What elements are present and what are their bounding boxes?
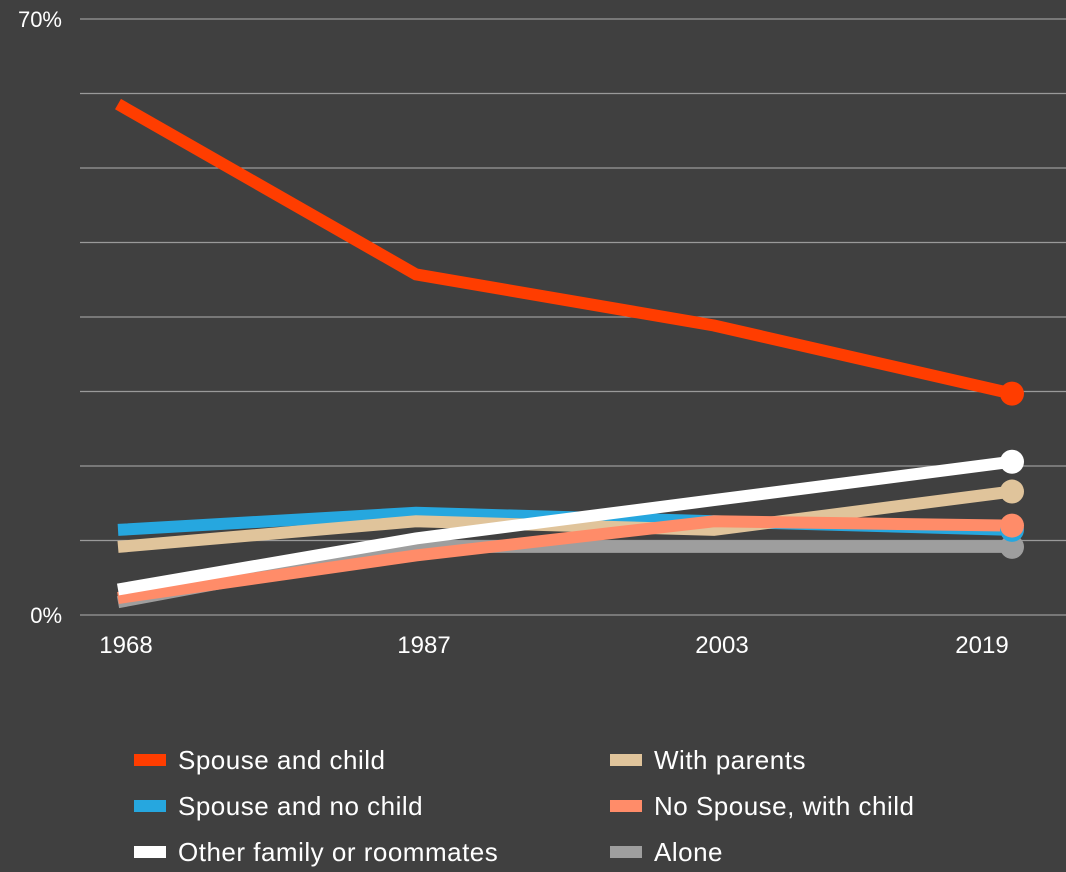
series-end-markers (1000, 381, 1024, 559)
legend-swatch (134, 800, 166, 812)
y-tick-label: 70% (18, 7, 62, 32)
x-tick-label: 2019 (955, 632, 1008, 659)
x-tick-label: 1968 (99, 632, 152, 659)
legend-item-no-spouse-with-child: No Spouse, with child (610, 786, 970, 826)
x-axis-tick-labels: 1968 1987 2003 2019 (99, 632, 1008, 659)
legend-label: No Spouse, with child (654, 790, 915, 821)
x-tick-label: 1987 (397, 632, 450, 659)
legend-item-spouse-and-child: Spouse and child (134, 740, 610, 780)
legend-swatch (610, 754, 642, 766)
series-end-marker (1000, 513, 1024, 538)
legend-swatch (134, 754, 166, 766)
legend: Spouse and child With parents Spouse and… (134, 740, 970, 872)
legend-item-with-parents: With parents (610, 740, 970, 780)
legend-item-alone: Alone (610, 832, 970, 872)
line-chart: 0% 70% 1968 1987 2003 2019 (18, 7, 1066, 659)
legend-item-other-family-or-roommates: Other family or roommates (134, 832, 610, 872)
legend-label: Alone (654, 836, 723, 867)
legend-swatch (610, 846, 642, 858)
series-end-marker (1000, 534, 1024, 559)
y-tick-label: 0% (30, 603, 62, 628)
x-tick-label: 2003 (695, 632, 748, 659)
legend-label: With parents (654, 744, 806, 775)
series-end-marker (1000, 449, 1024, 474)
legend-label: Spouse and child (178, 744, 386, 775)
series-line (117, 485, 1013, 553)
legend-label: Spouse and no child (178, 790, 424, 821)
series-line (115, 98, 1014, 400)
series-lines (115, 98, 1014, 609)
gridlines (80, 18, 1066, 616)
legend-item-spouse-and-no-child: Spouse and no child (134, 786, 610, 826)
y-axis-tick-labels: 0% 70% (18, 7, 62, 628)
series-line (116, 455, 1013, 596)
series-end-marker (1000, 381, 1024, 406)
series-end-marker (1000, 479, 1024, 504)
legend-swatch (610, 800, 642, 812)
legend-label: Other family or roommates (178, 836, 499, 867)
legend-swatch (134, 846, 166, 858)
series-line (117, 515, 1013, 604)
